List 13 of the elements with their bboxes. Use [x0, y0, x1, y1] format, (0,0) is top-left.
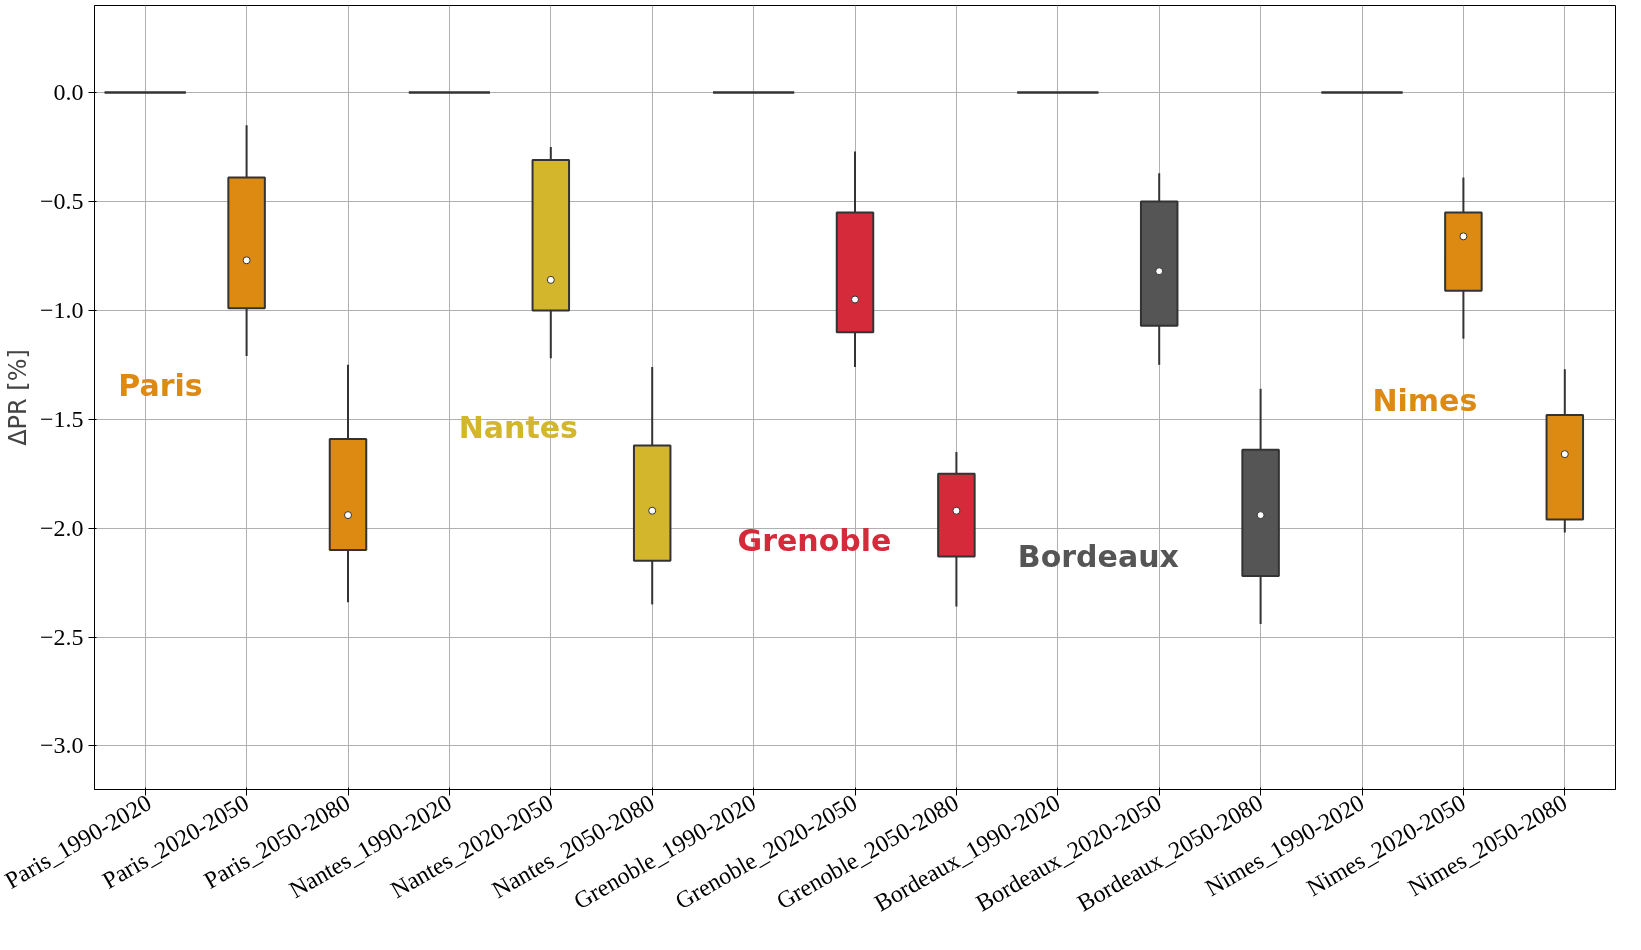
y-tick-label: −0.5	[39, 188, 84, 214]
annotation: Paris	[118, 368, 203, 403]
annotation: Nantes	[458, 410, 578, 445]
y-tick-label: −1.5	[39, 405, 84, 432]
y-tick-label: 0.0	[53, 79, 84, 106]
annotation: Nimes	[1372, 383, 1478, 418]
y-tick-label: −3.0	[39, 732, 84, 759]
annotation: Grenoble	[737, 523, 892, 558]
y-tick-label: −1.0	[39, 296, 84, 323]
y-tick-label: −2.0	[39, 514, 84, 541]
annotation: Bordeaux	[1017, 539, 1179, 574]
y-tick-label: −2.5	[39, 623, 84, 650]
y-axis-title: ΔPR [%]	[3, 349, 32, 446]
